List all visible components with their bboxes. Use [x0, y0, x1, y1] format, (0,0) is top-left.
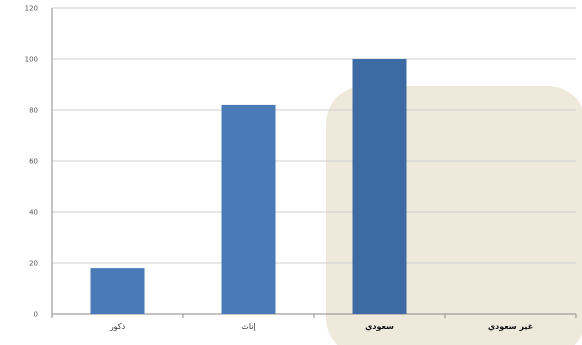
y-tick-label: 80 [29, 107, 38, 115]
bar [90, 268, 145, 314]
y-tick-label: 120 [25, 5, 38, 13]
y-tick-label: 40 [29, 209, 38, 217]
y-tick-label: 20 [29, 260, 38, 268]
x-tick-label: إناث [241, 322, 255, 332]
x-tick-label: سعودي [365, 322, 394, 331]
y-tick-label: 60 [29, 158, 38, 166]
bar [352, 59, 407, 314]
y-tick-labels: 0 20 40 60 80 100 120 [25, 5, 38, 319]
x-tick-labels: ذكور إناث سعودي غير سعودي [109, 322, 533, 332]
x-tick-label: غير سعودي [488, 322, 533, 331]
bar [221, 104, 276, 315]
bars [90, 59, 407, 315]
gridlines [52, 7, 576, 264]
y-tick-label: 100 [25, 56, 38, 64]
y-tick-label: 0 [34, 311, 38, 319]
x-tick-label: ذكور [109, 322, 126, 331]
